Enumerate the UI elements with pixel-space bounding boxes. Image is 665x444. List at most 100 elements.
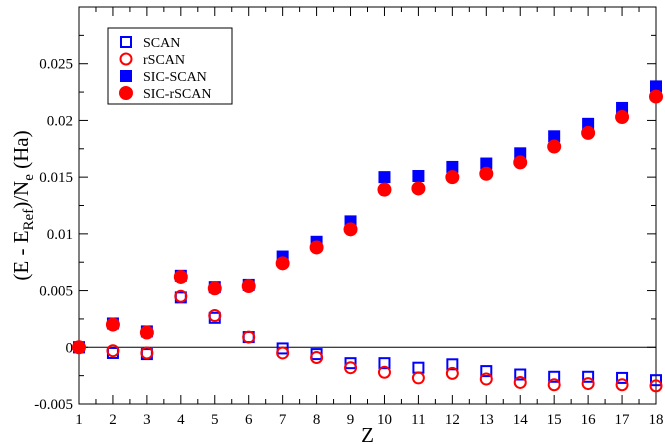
x-tick-label: 9 [347,412,355,428]
data-point-rscan [649,379,663,393]
data-point-sic-rscan [649,89,663,104]
y-axis-title-mid: )/N [9,181,33,209]
data-point-sic-scan [412,170,425,183]
x-axis-title: Z [361,423,374,444]
data-point-rscan [174,289,188,303]
legend: SCAN rSCAN SIC-SCAN SIC-rSCAN [107,27,233,105]
x-tick-label: 15 [547,412,562,428]
x-tick-label: 16 [581,412,597,428]
y-axis-title-post: (Ha) [9,130,33,174]
data-point-sic-rscan [547,139,562,154]
data-point-sic-rscan [72,340,86,355]
data-point-sic-rscan [411,181,426,196]
legend-label-rscan: rSCAN [143,53,185,68]
data-point-rscan [140,346,154,360]
y-tick-label: 0.015 [39,170,73,186]
data-point-sic-rscan [445,170,460,185]
y-axis-title-sub-ref: Ref [21,209,37,231]
series-sic-rscan [72,89,663,355]
x-tick-label: 6 [245,412,253,428]
data-point-sic-rscan [309,240,324,255]
data-point-scan [378,357,391,370]
series-layer [72,80,663,393]
x-tick-label: 10 [377,412,392,428]
x-tick-label: 3 [143,412,151,428]
y-tick-label: 0.025 [39,57,73,73]
data-point-sic-scan [650,80,662,93]
data-point-sic-rscan [615,110,630,125]
y-tick-label: 0.02 [47,113,73,129]
y-axis-title-pre: (E - E [9,230,33,280]
data-point-scan [548,370,561,383]
x-tick-label: 8 [313,412,321,428]
data-point-rscan [242,330,256,344]
legend-label-sic-scan: SIC-SCAN [143,70,207,85]
data-point-sic-rscan [377,182,392,197]
x-tick-label: 14 [513,412,529,428]
x-tick-label: 17 [615,412,631,428]
series-rscan [72,289,663,393]
legend-label-sic-rscan: SIC-rSCAN [143,87,211,102]
data-point-sic-rscan [173,269,188,284]
y-axis-ticks: -0.005 0 0.005 0.01 0.015 0.02 0.025 [34,34,656,413]
x-tick-label: 12 [445,412,460,428]
data-point-sic-rscan [241,279,256,294]
data-point-sic-rscan [343,222,358,237]
data-point-scan [582,370,595,383]
y-axis-title: (E - ERef)/Ne (Ha) [9,130,37,280]
data-point-rscan [411,371,425,385]
data-point-scan [446,358,459,371]
x-tick-label: 7 [279,412,287,428]
data-point-rscan [547,378,561,392]
data-point-rscan [344,361,358,375]
data-point-rscan [208,309,222,323]
data-point-rscan [310,350,324,364]
data-point-rscan [106,344,120,358]
data-point-sic-scan [480,157,493,170]
data-point-sic-rscan [207,281,222,296]
data-point-sic-scan [446,160,459,173]
legend-marker-scan [120,36,132,48]
data-point-sic-rscan [513,155,528,170]
x-tick-label: 1 [75,412,83,428]
data-point-sic-rscan [139,325,154,340]
data-point-scan [480,365,493,378]
data-point-scan [276,342,289,355]
data-point-rscan [581,377,595,391]
x-tick-label: 13 [479,412,494,428]
data-point-scan [650,374,662,387]
data-point-sic-rscan [105,317,120,332]
data-point-scan [514,368,527,381]
x-tick-label: 11 [411,412,425,428]
y-tick-label: 0.01 [47,227,73,243]
data-point-rscan [276,346,290,360]
data-point-rscan [615,378,629,392]
data-point-scan [344,357,357,370]
legend-marker-sic-scan [120,70,132,82]
legend-label-scan: SCAN [143,36,180,51]
data-point-sic-scan [548,130,561,143]
y-tick-label: -0.005 [34,397,73,413]
y-axis-title-sub-e: e [21,174,37,181]
data-point-rscan [479,372,493,386]
data-point-rscan [513,375,527,389]
data-point-sic-rscan [581,125,596,140]
y-tick-label: 0 [66,340,74,356]
data-point-scan [616,371,629,384]
legend-marker-sic-rscan [119,86,133,100]
data-point-sic-scan [378,171,391,184]
legend-marker-rscan [119,52,133,66]
data-point-sic-rscan [275,256,290,271]
data-point-rscan [445,366,459,380]
data-point-sic-scan [582,117,595,130]
x-axis-ticks: 1 2 3 4 5 6 7 8 9 10 11 12 13 14 15 16 17 18 [75,7,664,428]
y-tick-label: 0.005 [39,284,73,300]
data-point-sic-rscan [479,166,494,181]
x-tick-label: 2 [109,412,117,428]
data-point-rscan [377,365,391,379]
x-tick-label: 5 [211,412,219,428]
x-tick-label: 18 [649,412,664,428]
x-tick-label: 4 [177,412,185,428]
